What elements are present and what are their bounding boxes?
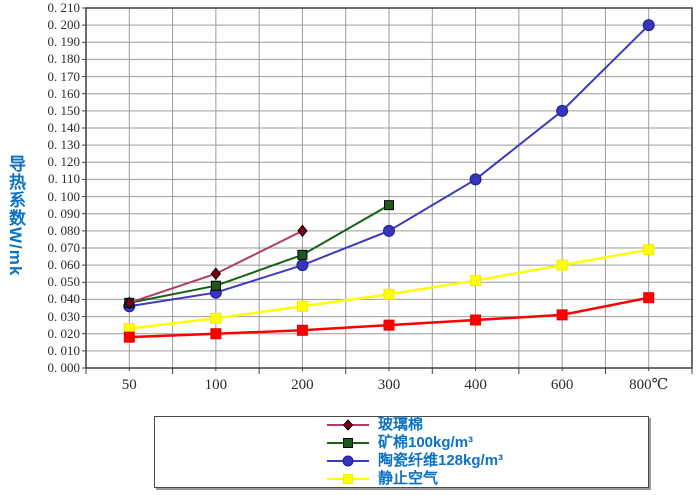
plot-border	[85, 7, 693, 369]
y-tick-label: 0. 140	[47, 120, 81, 135]
x-tick-label: 300	[377, 377, 401, 393]
legend-item: 陶瓷纤维128kg/m³	[327, 452, 648, 470]
data-point	[297, 224, 308, 238]
data-point	[123, 331, 135, 343]
data-point	[210, 312, 222, 324]
legend: 玻璃棉 矿棉100kg/m³ 陶瓷纤维128kg/m³ 静止空气	[154, 416, 649, 488]
data-point	[470, 275, 482, 287]
data-point	[643, 244, 655, 256]
y-tick-label: 0. 060	[47, 257, 81, 273]
data-point	[643, 292, 655, 304]
y-tick-label: 0. 080	[47, 222, 81, 238]
y-tick-label: 0. 070	[47, 240, 81, 255]
y-tick-label: 0. 130	[47, 137, 81, 153]
data-point	[469, 173, 482, 186]
y-tick-label: 0. 170	[47, 68, 81, 84]
legend-label: 矿棉100kg/m³	[378, 434, 474, 451]
gridlines	[86, 8, 692, 368]
data-point	[297, 249, 308, 260]
data-point	[383, 224, 395, 237]
data-point	[556, 104, 569, 117]
legend-label: 玻璃棉	[378, 416, 424, 433]
series-静止空气	[123, 244, 655, 335]
series-unlabeled-red	[123, 292, 655, 343]
legend-marker-square-icon	[327, 438, 369, 448]
legend-item: 矿棉100kg/m³	[327, 434, 648, 452]
axis-ticks	[82, 7, 693, 374]
y-tick-label: 0. 110	[47, 171, 80, 187]
data-point	[210, 280, 221, 291]
series-玻璃棉	[124, 224, 308, 310]
x-tick-label: 50	[121, 377, 137, 393]
y-tick-label: 0. 160	[47, 85, 81, 101]
data-point	[384, 200, 394, 211]
y-tick-label: 0. 020	[47, 325, 81, 341]
y-axis-title: 导热系数W/mk	[6, 155, 25, 277]
data-point	[296, 259, 309, 272]
data-point	[556, 259, 568, 271]
legend-item: 玻璃棉	[327, 416, 648, 434]
y-tick-label: 0. 190	[47, 34, 81, 50]
data-point	[124, 296, 135, 310]
x-tick-label: 200	[291, 377, 314, 393]
y-tick-label: 0. 000	[47, 360, 81, 375]
x-tick-label: 400	[464, 377, 487, 393]
data-point	[296, 324, 308, 336]
y-tick-label: 0. 180	[47, 51, 81, 67]
y-tick-label: 0. 120	[47, 154, 81, 170]
x-tick-label: 600	[550, 377, 574, 393]
legend-marker-circle-icon	[327, 455, 369, 467]
y-tick-label: 0. 210	[47, 0, 81, 15]
data-point	[556, 309, 568, 321]
data-point	[296, 300, 308, 312]
data-point	[470, 314, 482, 326]
y-tick-label: 0. 150	[47, 102, 81, 118]
y-tick-label: 0. 040	[47, 291, 81, 307]
data-point	[642, 19, 655, 32]
legend-item: 静止空气	[327, 470, 648, 488]
x-tick-label: 800℃	[629, 377, 669, 393]
y-tick-label: 0. 090	[47, 205, 81, 221]
legend-marker-square-icon	[327, 474, 369, 484]
data-point	[383, 288, 395, 300]
data-point	[210, 328, 222, 340]
legend-marker-diamond-icon	[327, 419, 369, 431]
y-tick-label: 0. 030	[47, 308, 81, 324]
plot-area	[82, 7, 693, 374]
y-tick-label: 0. 100	[47, 188, 81, 204]
y-tick-label: 0. 050	[47, 274, 81, 290]
y-tick-label: 0. 010	[47, 342, 81, 358]
legend-label: 陶瓷纤维128kg/m³	[378, 452, 504, 469]
y-tick-label: 0. 200	[47, 17, 81, 33]
legend-label: 静止空气	[378, 470, 439, 487]
data-point	[383, 319, 395, 331]
x-tick-label: 100	[204, 377, 228, 393]
data-point	[210, 267, 222, 281]
